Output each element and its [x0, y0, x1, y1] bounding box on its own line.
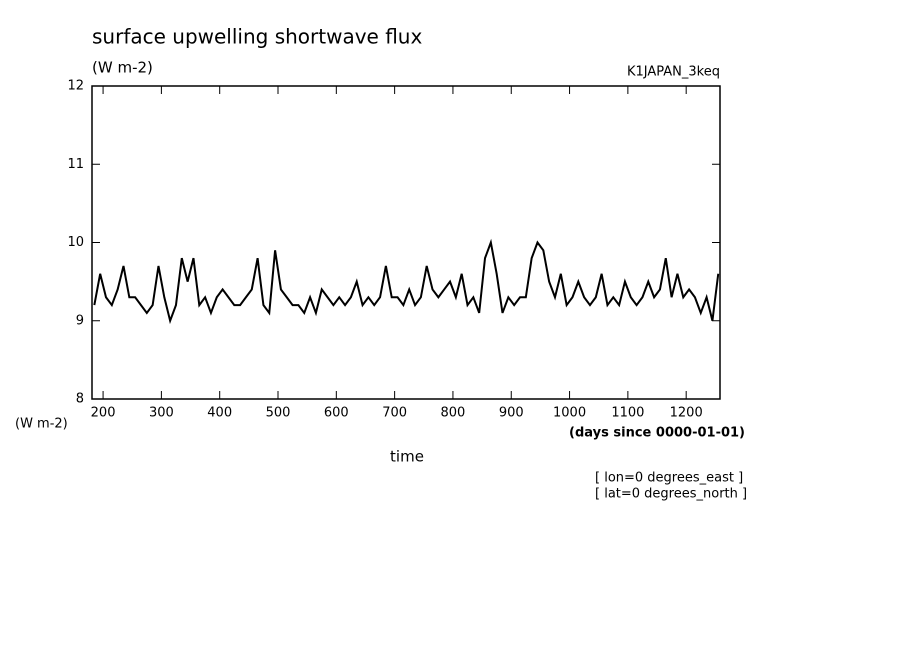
x-tick-label: 1200: [670, 406, 703, 421]
x-tick-label: 700: [382, 406, 407, 421]
x-tick-label: 900: [499, 406, 524, 421]
x-tick-label: 1000: [553, 406, 586, 421]
x-tick-label: 600: [324, 406, 349, 421]
x-tick-label: 400: [207, 406, 232, 421]
y-tick-label: 9: [76, 313, 84, 328]
x-tick-label: 800: [441, 406, 466, 421]
dataset-label: K1JAPAN_3keq: [627, 65, 720, 80]
y-tick-label: 10: [67, 235, 84, 250]
y-tick-label: 8: [76, 392, 84, 407]
annotation: [ lon=0 degrees_east ]: [595, 471, 743, 486]
data-line: [93, 238, 720, 325]
chart-subtitle: (W m-2): [92, 59, 153, 77]
x-tick-label: 200: [91, 406, 116, 421]
x-tick-label: 300: [149, 406, 174, 421]
x-units-label: (days since 0000-01-01): [569, 426, 745, 441]
x-tick-label: 1100: [611, 406, 644, 421]
y-tick-label: 12: [67, 79, 84, 94]
y-tick-label: 11: [67, 157, 84, 172]
x-axis-label: time: [390, 448, 424, 466]
y-axis-label: (W m-2): [15, 417, 68, 432]
x-tick-label: 500: [266, 406, 291, 421]
annotation: [ lat=0 degrees_north ]: [595, 487, 747, 502]
chart-title: surface upwelling shortwave flux: [92, 25, 422, 49]
